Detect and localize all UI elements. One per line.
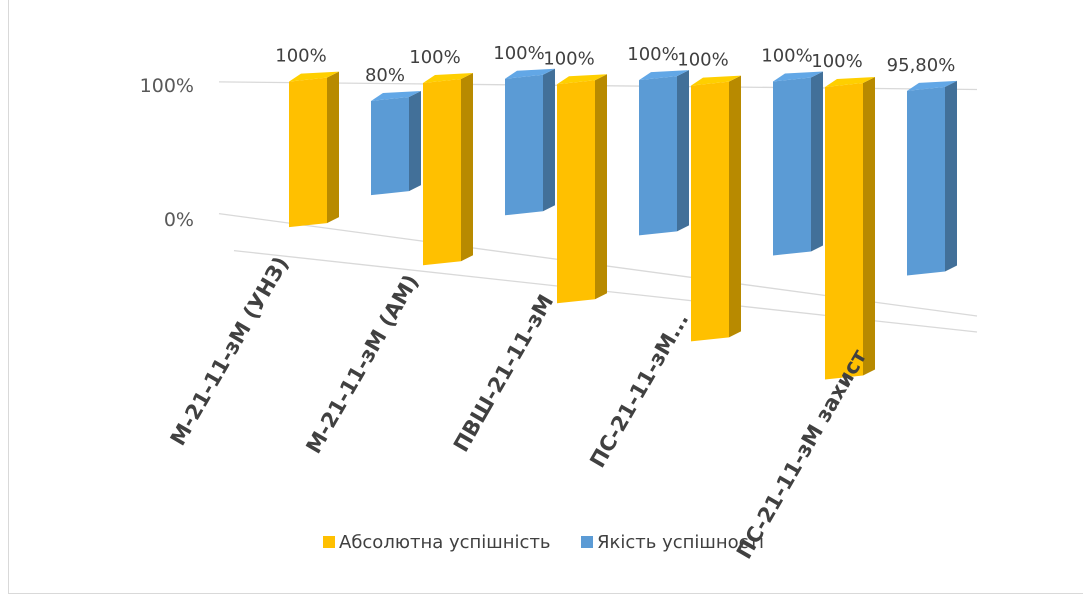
- data-labels: 80%100% 100% 100% 95,80%100% 100% 100% 100% 100…: [275, 43, 955, 86]
- category-label-5: ПС-21-11-зМ захист: [732, 345, 872, 563]
- bar-quality-5: [907, 80, 957, 276]
- bar-quality-3: [639, 70, 689, 236]
- chart: 0%100% 80%100% 100% 100% 95,80%100% 100% 100%…: [140, 43, 978, 563]
- bars: [289, 68, 957, 380]
- bar-quality-2: [505, 68, 555, 216]
- data-label-quality-4: 100%: [761, 45, 812, 66]
- data-label-quality-1: 80%: [365, 65, 405, 86]
- y-tick-label: 0%: [164, 209, 194, 231]
- data-label-absolute-3: 100%: [543, 48, 594, 69]
- bar-quality-4: [773, 71, 823, 256]
- category-label-4: ПС-21-11-зМ...: [585, 309, 693, 472]
- bar-absolute-4: [691, 75, 741, 342]
- legend-item-1: Абсолютна успішність: [323, 532, 551, 553]
- legend-swatch: [323, 536, 335, 548]
- category-label-1: М-21-11-зМ (УНЗ): [166, 253, 294, 450]
- legend: Абсолютна успішність Якість успішності: [323, 532, 764, 553]
- legend-label: Абсолютна успішність: [339, 532, 551, 553]
- data-label-absolute-2: 100%: [409, 47, 460, 68]
- category-label-2: М-21-11-зМ (АМ): [301, 271, 423, 458]
- category-labels: М-21-11-зМ (УНЗ) М-21-11-зМ (АМ) ПВШ-21-11…: [166, 253, 872, 563]
- legend-item-2: Якість успішності: [581, 532, 764, 553]
- bar-absolute-1: [289, 71, 339, 228]
- y-tick-label: 100%: [140, 75, 194, 97]
- bar-absolute-5: [825, 76, 875, 380]
- data-label-quality-2: 100%: [493, 43, 544, 64]
- y-axis-ticks: 0% 100%: [140, 75, 194, 231]
- bar-absolute-2: [423, 72, 473, 266]
- bar-absolute-3: [557, 74, 607, 304]
- data-label-absolute-1: 100%: [275, 46, 326, 67]
- data-label-quality-5: 95,80%: [887, 55, 956, 76]
- bar-quality-1: [371, 90, 421, 196]
- data-label-quality-3: 100%: [627, 44, 678, 65]
- chart-area: 0% 100% 80% 100% 100% 100% 95,80% 100% 100% 100%…: [8, 0, 1083, 594]
- legend-swatch: [581, 536, 593, 548]
- data-label-absolute-5: 100%: [811, 51, 862, 72]
- legend-label: Якість успішності: [597, 532, 764, 553]
- data-label-absolute-4: 100%: [677, 50, 728, 71]
- category-label-3: ПВШ-21-11-зМ: [449, 291, 558, 456]
